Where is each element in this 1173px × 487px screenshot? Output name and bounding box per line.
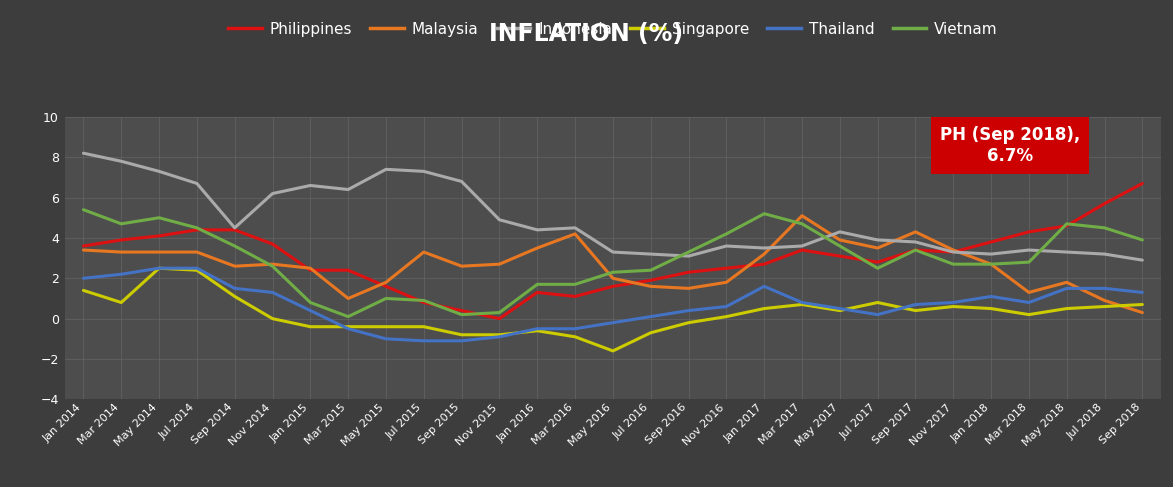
- Legend: Philippines, Malaysia, Indonesia, Singapore, Thailand, Vietnam: Philippines, Malaysia, Indonesia, Singap…: [224, 17, 1002, 41]
- Text: INFLATION (%): INFLATION (%): [489, 22, 684, 46]
- Text: PH (Sep 2018),
6.7%: PH (Sep 2018), 6.7%: [940, 126, 1140, 183]
